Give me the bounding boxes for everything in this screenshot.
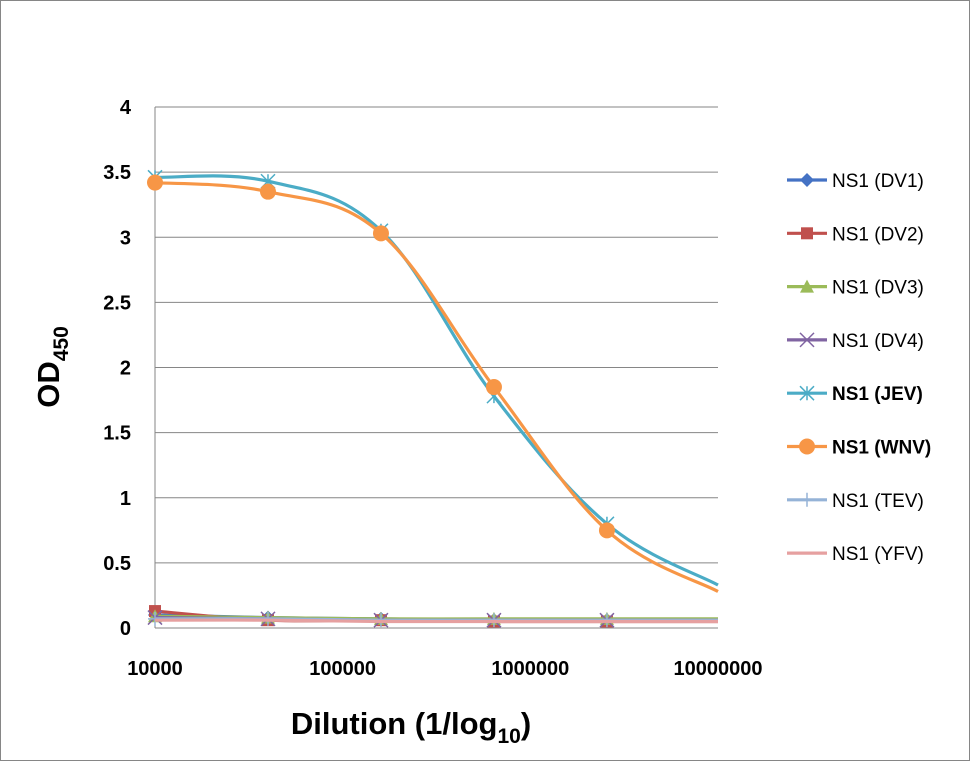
data-point-plus — [800, 492, 814, 507]
x-axis-title-main: Dilution (1/log — [291, 706, 498, 741]
legend-item: NS1 (DV3) — [787, 278, 924, 299]
y-tick-label: 3.5 — [103, 162, 131, 184]
tick-labels: 0 0.5 1 1.5 2 2.5 3 3.5 4 10000 100000 1000000 10000… — [103, 97, 762, 680]
data-point-square — [801, 227, 813, 240]
legend-label: NS1 (WNV) — [832, 438, 931, 459]
y-tick-label: 2.5 — [103, 292, 131, 314]
data-point-triangle — [800, 279, 814, 293]
y-tick-label: 0.5 — [103, 553, 131, 575]
legend-item: NS1 (YFV) — [787, 544, 924, 565]
x-axis-title-sub: 10 — [497, 725, 520, 748]
x-tick-label: 10000000 — [674, 658, 763, 680]
legend-label: NS1 (TEV) — [832, 491, 924, 512]
data-point-circle — [259, 183, 276, 200]
data-point-circle — [598, 522, 615, 539]
legend: NS1 (DV1) NS1 (DV2) NS1 (DV3) NS1 (DV4) NS1 … — [787, 171, 931, 565]
y-tick-label: 3 — [120, 227, 131, 249]
y-axis-title: OD450 — [31, 326, 73, 408]
legend-item: NS1 (DV1) — [787, 171, 924, 192]
y-tick-label: 0 — [120, 618, 131, 640]
series-line — [154, 618, 719, 624]
y-axis-title-main: OD — [31, 361, 66, 408]
legend-label: NS1 (DV2) — [832, 224, 924, 245]
axes — [154, 107, 718, 629]
y-axis-title-sub: 450 — [50, 326, 73, 361]
data-point-circle — [799, 438, 815, 455]
x-tick-label: 100000 — [309, 658, 376, 680]
x-axis-title-end: ) — [521, 706, 531, 741]
data-point-circle — [147, 174, 163, 191]
legend-item: NS1 (TEV) — [787, 491, 924, 512]
legend-item: NS1 (DV2) — [787, 224, 924, 245]
y-tick-label: 2 — [120, 358, 131, 380]
data-point-circle — [372, 225, 389, 242]
legend-label: NS1 (DV4) — [832, 331, 924, 352]
y-tick-label: 4 — [120, 97, 132, 119]
legend-label: NS1 (DV1) — [832, 171, 924, 192]
series-ns1-wnv — [147, 174, 719, 593]
x-tick-label: 1000000 — [491, 658, 569, 680]
data-point-diamond — [800, 173, 814, 187]
legend-item: NS1 (DV4) — [787, 331, 924, 352]
legend-label: NS1 (DV3) — [832, 278, 924, 299]
legend-label: NS1 (JEV) — [832, 384, 923, 405]
series-ns1-yfv — [154, 618, 719, 624]
series-ns1-jev — [147, 169, 719, 587]
legend-item: NS1 (JEV) — [787, 384, 923, 405]
data-point-star — [799, 385, 815, 401]
legend-label: NS1 (YFV) — [832, 544, 924, 565]
data-point-circle — [485, 379, 502, 396]
series-lines — [147, 169, 719, 628]
x-axis-title: Dilution (1/log10) — [291, 706, 531, 748]
legend-item: NS1 (WNV) — [787, 438, 931, 459]
data-point-x — [799, 332, 815, 348]
series-line — [154, 180, 719, 593]
x-tick-label: 10000 — [127, 658, 183, 680]
y-tick-label: 1 — [120, 488, 131, 510]
y-tick-label: 1.5 — [103, 423, 131, 445]
